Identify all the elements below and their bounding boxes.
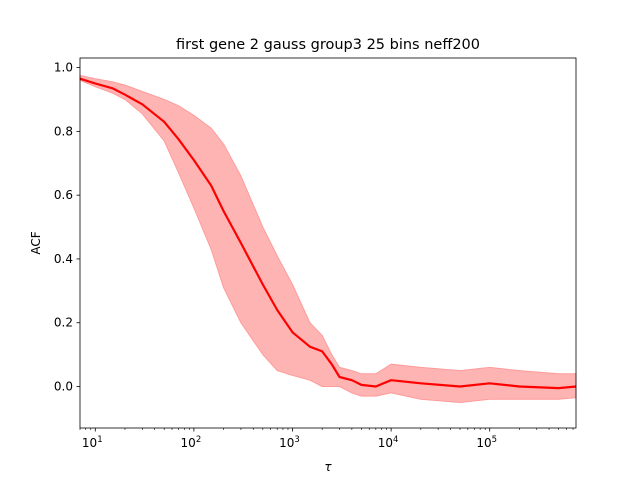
y-tick-label: 0.4 bbox=[54, 252, 73, 266]
x-tick-label: 103 bbox=[279, 435, 300, 450]
x-axis-label: τ bbox=[324, 460, 332, 474]
y-tick-label: 0.6 bbox=[54, 188, 73, 202]
x-tick-label: 105 bbox=[476, 435, 497, 450]
x-axis-ticks: 101 102 103 104 105 bbox=[79, 428, 574, 450]
y-tick-label: 0.2 bbox=[54, 316, 73, 330]
x-tick-label: 104 bbox=[378, 435, 399, 450]
y-tick-label: 0.0 bbox=[54, 380, 73, 394]
y-tick-label: 0.8 bbox=[54, 124, 73, 138]
y-axis-ticks: 0.0 0.2 0.4 0.6 0.8 1.0 bbox=[54, 61, 80, 394]
axes-frame bbox=[79, 57, 577, 429]
acf-line bbox=[79, 77, 577, 390]
x-tick-label: 101 bbox=[82, 435, 103, 450]
chart-title: first gene 2 gauss group3 25 bins neff20… bbox=[176, 37, 480, 53]
y-axis-label: ACF bbox=[29, 231, 43, 254]
y-tick-label: 1.0 bbox=[54, 61, 73, 75]
x-tick-label: 102 bbox=[181, 435, 202, 450]
